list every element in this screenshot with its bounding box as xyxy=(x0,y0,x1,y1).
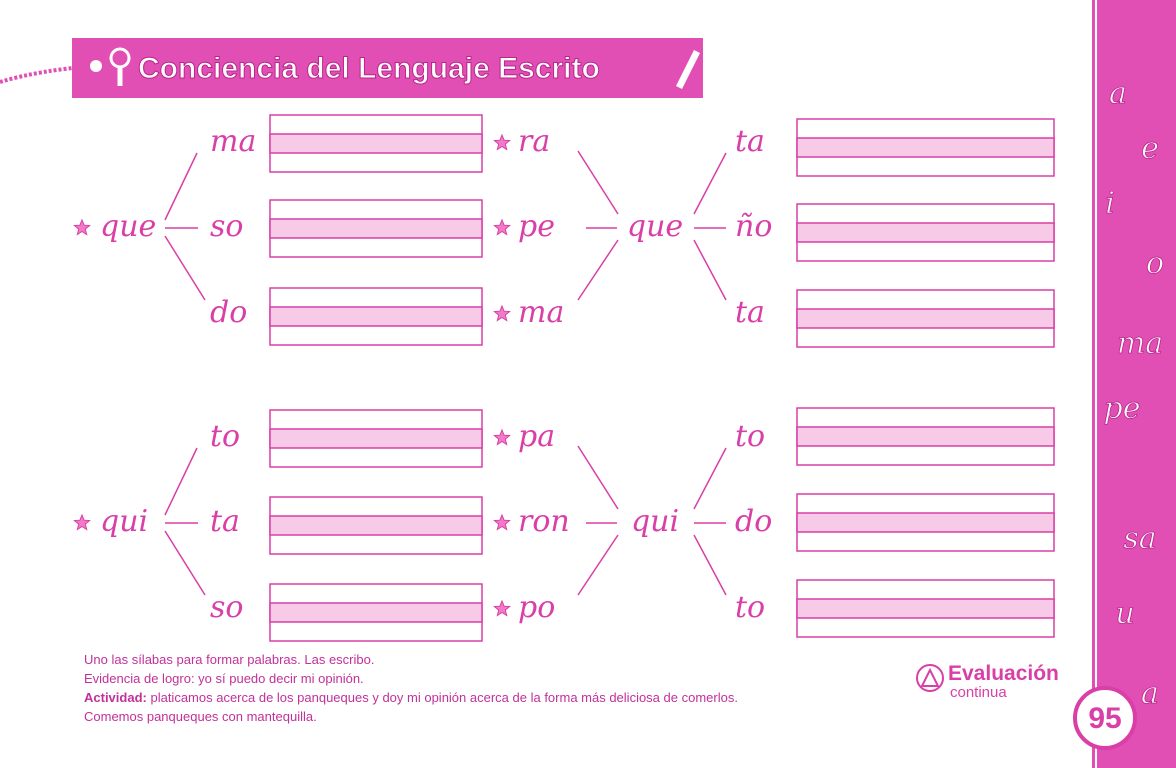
syllable: ma xyxy=(518,295,564,330)
connector xyxy=(693,534,727,596)
star-bullet xyxy=(73,218,91,236)
syllable: to xyxy=(735,419,765,454)
syllable: to xyxy=(735,590,765,625)
syllable: do xyxy=(210,295,247,330)
syllable: qui xyxy=(631,504,679,539)
star-bullet xyxy=(493,133,511,151)
syllable: so xyxy=(210,209,243,244)
writing-guide xyxy=(269,602,483,623)
syllable: que xyxy=(627,209,683,244)
star-bullet xyxy=(493,304,511,322)
writing-guide xyxy=(269,515,483,536)
writing-guide xyxy=(796,426,1055,447)
magnifier-icon xyxy=(109,47,131,69)
star-bullet xyxy=(493,218,511,236)
connector xyxy=(693,239,727,301)
badge-subtitle: continua xyxy=(950,684,1007,701)
syllable: po xyxy=(518,590,555,625)
star-bullet xyxy=(493,428,511,446)
rope-knot xyxy=(90,60,102,72)
syllable: to xyxy=(210,419,240,454)
syllable: ta xyxy=(735,295,765,330)
writing-guide xyxy=(269,428,483,449)
connector xyxy=(693,152,727,215)
syllable: do xyxy=(735,504,772,539)
star-bullet xyxy=(73,513,91,531)
connector xyxy=(577,534,619,596)
connector xyxy=(164,152,198,221)
sidebar-letter: u xyxy=(1115,596,1134,631)
title: Conciencia del Lenguaje Escrito xyxy=(138,52,600,85)
sidebar xyxy=(1092,0,1176,768)
badge-title: Evaluación xyxy=(948,662,1059,685)
syllable: ma xyxy=(210,124,256,159)
syllable: ño xyxy=(735,209,772,244)
sidebar-letter: a xyxy=(1141,676,1159,711)
syllable: ta xyxy=(735,124,765,159)
writing-guide xyxy=(796,512,1055,533)
instruction: Evidencia de logro: yo sí puedo decir mi… xyxy=(84,671,364,686)
activity-label: Actividad: xyxy=(84,690,147,705)
writing-guide xyxy=(796,137,1055,158)
title-bar xyxy=(72,38,703,98)
star-bullet xyxy=(493,513,511,531)
syllable: so xyxy=(210,590,243,625)
closing: Comemos panqueques con mantequilla. xyxy=(84,709,317,724)
syllable: que xyxy=(100,209,156,244)
sidebar-letter: e xyxy=(1141,131,1159,166)
connector xyxy=(693,447,727,510)
badge-icon xyxy=(916,664,944,692)
sidebar-letter: a xyxy=(1109,76,1127,111)
syllable: ron xyxy=(518,504,570,539)
badge-icon-triangle xyxy=(920,667,940,687)
connector xyxy=(577,239,619,301)
syllable: pe xyxy=(518,209,555,244)
instruction: Uno las sílabas para formar palabras. La… xyxy=(84,652,374,667)
connector xyxy=(164,447,198,516)
writing-guide xyxy=(796,308,1055,329)
writing-guide xyxy=(796,598,1055,619)
writing-guide xyxy=(269,218,483,239)
page-number-badge xyxy=(1073,686,1137,750)
sidebar-letter: sa xyxy=(1123,521,1156,556)
connector xyxy=(577,445,619,510)
page-number: 95 xyxy=(1088,702,1121,735)
connector xyxy=(164,235,206,301)
activity: Actividad: platicamos acerca de los panq… xyxy=(84,690,738,705)
writing-guide xyxy=(796,222,1055,243)
sidebar-letter: pe xyxy=(1104,391,1141,426)
sidebar-letter: ma xyxy=(1117,326,1163,361)
star-bullet xyxy=(493,599,511,617)
syllable: qui xyxy=(100,504,148,539)
syllable: pa xyxy=(518,419,555,454)
sidebar-letter: i xyxy=(1105,186,1115,221)
syllable: ra xyxy=(518,124,550,159)
connector xyxy=(164,530,206,596)
connector xyxy=(577,150,619,215)
sidebar-letter: o xyxy=(1146,246,1164,281)
writing-guide xyxy=(269,306,483,327)
syllable: ta xyxy=(210,504,240,539)
activity-text: platicamos acerca de los panqueques y do… xyxy=(150,690,737,705)
pencil-icon xyxy=(676,50,700,89)
writing-guide xyxy=(269,133,483,154)
